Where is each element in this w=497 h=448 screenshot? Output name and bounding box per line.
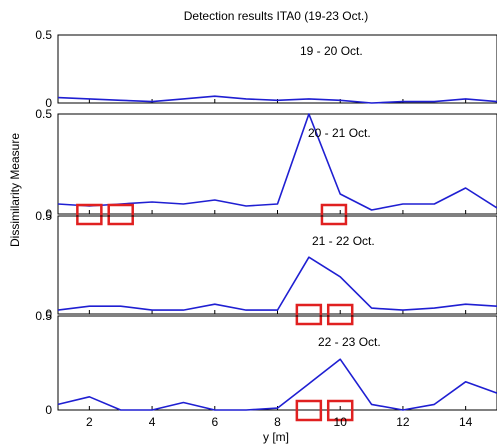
detection-marker	[326, 399, 354, 422]
detection-marker	[320, 203, 348, 226]
panel-1: 0 0.5 19 - 20 Oct.	[35, 28, 497, 110]
panel-3: 00.521 - 22 Oct.	[35, 209, 497, 326]
detection-marker	[295, 303, 323, 326]
series-line	[57, 95, 497, 104]
detection-marker	[295, 399, 323, 422]
y-tick-label: 0	[45, 207, 52, 221]
x-tick-label: 12	[396, 415, 410, 429]
series-line	[57, 358, 497, 411]
series-line	[57, 113, 497, 211]
x-axis-label: y [m]	[263, 430, 289, 444]
detection-marker	[107, 203, 134, 226]
panels-group: 00.519 - 20 Oct.00.520 - 21 Oct.00.521 -…	[35, 28, 497, 429]
panel-frame	[57, 34, 497, 104]
panel-frame	[57, 215, 497, 315]
y-tick-label: 0	[45, 403, 52, 417]
panel-2: 00.520 - 21 Oct.	[35, 107, 497, 226]
panel-frame	[57, 315, 497, 411]
x-tick-label: 6	[211, 415, 218, 429]
x-tick-label: 14	[459, 415, 473, 429]
y-tick-label: 0.5	[35, 209, 52, 223]
panel-label: 22 - 23 Oct.	[318, 335, 381, 349]
panel-frame	[57, 113, 497, 215]
y-tick-label: 0.5	[35, 309, 52, 323]
y-tick-label: 0	[45, 307, 52, 321]
series-line	[57, 256, 497, 311]
panel-label: 19 - 20 Oct.	[300, 44, 363, 58]
detection-marker	[326, 303, 354, 326]
x-tick-label: 8	[274, 415, 281, 429]
y-tick-label: 0.5	[35, 28, 52, 42]
y-axis-label: Dissimilarity Measure	[8, 133, 22, 247]
chart-title: Detection results ITA0 (19-23 Oct.)	[184, 9, 369, 23]
x-tick-label: 4	[149, 415, 156, 429]
panel-4: 00.522 - 23 Oct.	[35, 309, 497, 422]
y-tick-label: 0	[45, 96, 52, 110]
panel-label: 20 - 21 Oct.	[308, 126, 371, 140]
x-tick-label: 10	[334, 415, 348, 429]
panel-label: 21 - 22 Oct.	[312, 234, 375, 248]
y-tick-label: 0.5	[35, 107, 52, 121]
detection-marker	[76, 203, 103, 226]
x-tick-label: 2	[86, 415, 93, 429]
